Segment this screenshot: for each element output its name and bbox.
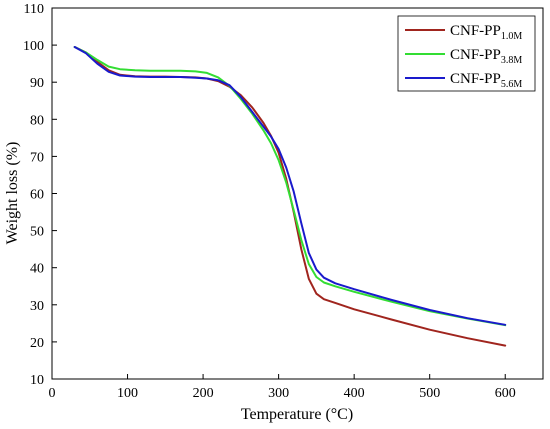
x-axis-title: Temperature (°C) (241, 406, 353, 423)
x-tick-label: 200 (193, 386, 214, 401)
x-tick-label: 100 (117, 386, 138, 401)
x-tick-label: 600 (495, 386, 516, 401)
legend-entry-subscript: 3.8M (501, 55, 523, 66)
y-tick-label: 90 (30, 76, 44, 91)
legend-entry-label: CNF-PP5.6M (450, 71, 522, 90)
x-tick-label: 300 (268, 386, 289, 401)
legend-entry-base: CNF-PP (450, 47, 501, 63)
x-tick-label: 400 (344, 386, 365, 401)
y-tick-label: 100 (23, 39, 44, 54)
series-line-3-8m (73, 46, 507, 327)
series-layer (73, 46, 507, 347)
legend-entry-base: CNF-PP (450, 71, 501, 87)
y-tick-label: 80 (30, 113, 44, 128)
y-tick-label: 70 (30, 150, 44, 165)
legend-entry-base: CNF-PP (450, 23, 501, 39)
y-axis-title: Weight loss (%) (4, 142, 21, 245)
y-axis-ticks: 10 20 30 40 50 60 70 80 90 100 110 (23, 2, 57, 388)
y-tick-label: 40 (30, 262, 44, 277)
y-tick-label: 110 (24, 2, 44, 17)
x-tick-label: 0 (49, 386, 56, 401)
y-tick-label: 30 (30, 299, 44, 314)
x-axis-ticks: 0 100 200 300 400 500 600 (49, 374, 516, 401)
legend-entry-label: CNF-PP3.8M (450, 47, 522, 66)
legend-entry-subscript: 1.0M (501, 31, 523, 42)
y-tick-label: 20 (30, 336, 44, 351)
y-tick-label: 50 (30, 225, 44, 240)
legend-entry-subscript: 5.6M (501, 79, 523, 90)
y-tick-label: 60 (30, 188, 44, 203)
x-tick-label: 500 (419, 386, 440, 401)
legend-entry-label: CNF-PP1.0M (450, 23, 522, 42)
y-tick-label: 10 (30, 373, 44, 388)
series-line-5-6m (73, 46, 507, 326)
